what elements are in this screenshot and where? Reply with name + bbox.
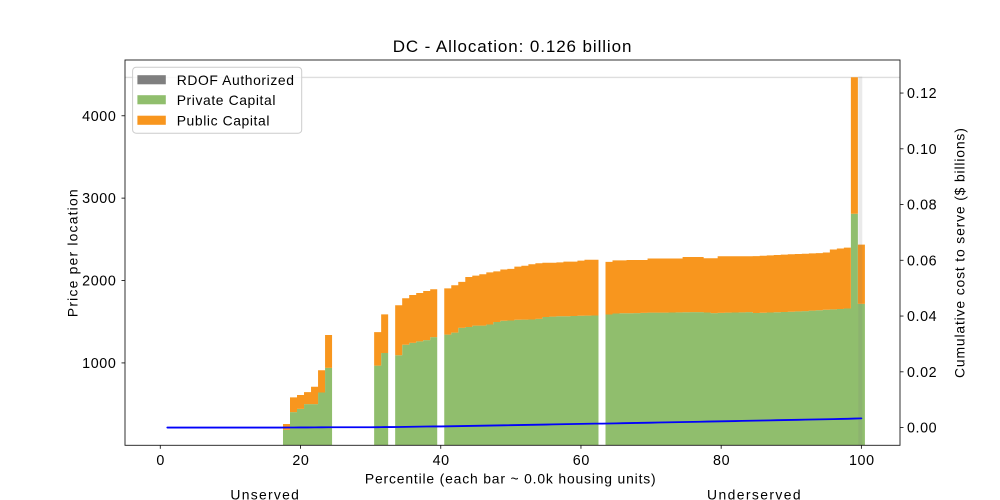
svg-text:3000: 3000 <box>82 191 116 207</box>
svg-text:4000: 4000 <box>82 109 116 125</box>
svg-text:2000: 2000 <box>82 274 116 290</box>
svg-text:0.06: 0.06 <box>907 253 937 269</box>
svg-text:0.08: 0.08 <box>907 198 937 214</box>
svg-text:40: 40 <box>433 453 450 469</box>
svg-text:0: 0 <box>156 453 165 469</box>
svg-text:1000: 1000 <box>82 356 116 372</box>
svg-text:0.04: 0.04 <box>907 309 937 325</box>
svg-text:20: 20 <box>292 453 309 469</box>
svg-text:Private Capital: Private Capital <box>177 92 276 108</box>
svg-text:Price per location: Price per location <box>65 188 81 317</box>
svg-text:RDOF Authorized: RDOF Authorized <box>177 72 295 88</box>
svg-text:DC - Allocation: 0.126 billion: DC - Allocation: 0.126 billion <box>393 37 633 56</box>
svg-text:Public Capital: Public Capital <box>177 113 270 129</box>
svg-text:80: 80 <box>713 453 730 469</box>
svg-text:Cumulative cost to serve ($ bi: Cumulative cost to serve ($ billions) <box>952 127 968 378</box>
svg-text:100: 100 <box>849 453 875 469</box>
svg-text:0.12: 0.12 <box>907 86 937 102</box>
svg-text:Percentile (each bar ~ 0.0k ho: Percentile (each bar ~ 0.0k housing unit… <box>365 470 657 486</box>
svg-text:Unserved: Unserved <box>230 487 300 500</box>
svg-text:Underserved: Underserved <box>707 487 802 500</box>
svg-text:0.00: 0.00 <box>907 421 937 437</box>
svg-text:0.02: 0.02 <box>907 365 937 381</box>
svg-text:60: 60 <box>573 453 590 469</box>
svg-text:0.10: 0.10 <box>907 142 937 158</box>
